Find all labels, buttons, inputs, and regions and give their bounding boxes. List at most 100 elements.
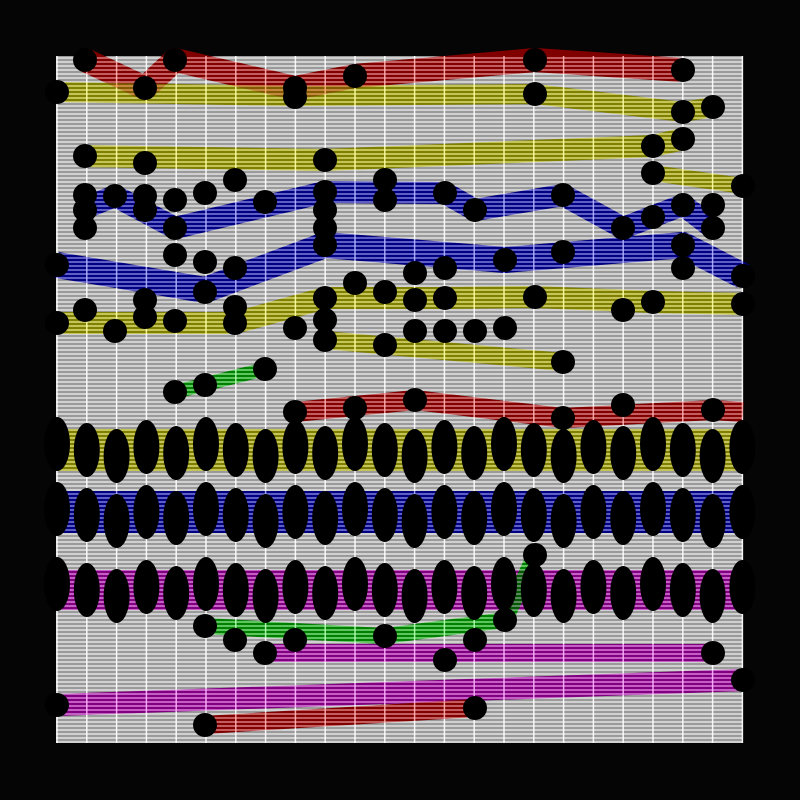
oval-dot: [222, 423, 249, 477]
dot: [373, 333, 397, 357]
dot: [433, 286, 457, 310]
oval-dot: [44, 417, 70, 471]
dot: [493, 248, 517, 272]
dot: [283, 85, 307, 109]
oval-dot: [193, 482, 219, 536]
oval-dot: [312, 566, 339, 620]
oval-dot: [520, 563, 547, 617]
oval-dot: [133, 420, 160, 474]
oval-dot: [163, 491, 190, 545]
band-tint: [84, 128, 686, 171]
oval-dot: [222, 488, 249, 542]
dot: [313, 328, 337, 352]
oval-dot: [342, 557, 368, 611]
dot: [731, 668, 755, 692]
dot: [701, 193, 725, 217]
oval-dot: [342, 482, 368, 536]
dot: [493, 608, 517, 632]
dot: [133, 151, 157, 175]
dot: [551, 350, 575, 374]
dot: [313, 216, 337, 240]
oval-dot: [371, 423, 398, 477]
dot: [45, 311, 69, 335]
dot: [45, 693, 69, 717]
oval-dot: [550, 494, 577, 548]
dot: [163, 380, 187, 404]
dot: [283, 400, 307, 424]
oval-dot: [729, 420, 756, 474]
oval-dot: [282, 420, 309, 474]
oval-dot: [342, 417, 368, 471]
oval-dot: [163, 566, 190, 620]
oval-dot: [401, 494, 428, 548]
dot: [73, 216, 97, 240]
dot: [551, 406, 575, 430]
oval-dot: [252, 429, 279, 483]
dot: [433, 648, 457, 672]
oval-dot: [312, 426, 339, 480]
dot: [163, 243, 187, 267]
dot: [253, 190, 277, 214]
dot: [193, 181, 217, 205]
dot: [373, 168, 397, 192]
dot: [463, 319, 487, 343]
dot: [403, 261, 427, 285]
oval-dot: [431, 560, 458, 614]
oval-dot: [729, 485, 756, 539]
dot: [133, 305, 157, 329]
oval-dot: [699, 569, 726, 623]
dot: [641, 290, 665, 314]
oval-dot: [73, 563, 100, 617]
dot: [313, 308, 337, 332]
dot: [463, 628, 487, 652]
dot: [701, 216, 725, 240]
dot: [433, 256, 457, 280]
oval-dot: [669, 488, 696, 542]
dot: [133, 76, 157, 100]
oval-dot: [669, 563, 696, 617]
oval-dot: [163, 426, 190, 480]
oval-dot: [520, 423, 547, 477]
oval-dot: [580, 560, 607, 614]
dot: [523, 82, 547, 106]
dot: [73, 48, 97, 72]
band-tint: [204, 699, 476, 734]
oval-dot: [431, 420, 458, 474]
oval-dot: [193, 557, 219, 611]
dot: [701, 641, 725, 665]
oval-dot: [222, 563, 249, 617]
dot: [611, 298, 635, 322]
oval-dot: [640, 557, 666, 611]
dot: [313, 180, 337, 204]
oval-dot: [699, 429, 726, 483]
dot: [343, 271, 367, 295]
dot: [313, 286, 337, 310]
dot: [283, 316, 307, 340]
oval-dot: [73, 488, 100, 542]
oval-dot: [550, 569, 577, 623]
dot: [671, 256, 695, 280]
dot: [283, 628, 307, 652]
dot: [463, 696, 487, 720]
dot: [493, 316, 517, 340]
dot: [313, 148, 337, 172]
oval-dot: [431, 485, 458, 539]
oval-dot: [640, 417, 666, 471]
oval-dot: [550, 429, 577, 483]
oval-dot: [491, 417, 517, 471]
dot: [701, 95, 725, 119]
oval-dot: [461, 566, 488, 620]
dot: [523, 48, 547, 72]
dot: [433, 181, 457, 205]
band-tint: [173, 362, 267, 399]
oval-dot: [699, 494, 726, 548]
dot: [193, 713, 217, 737]
dot: [463, 198, 487, 222]
band-tint: [324, 331, 564, 371]
oval-dot: [282, 485, 309, 539]
dot: [671, 100, 695, 124]
oval-dot: [103, 429, 130, 483]
dot: [611, 393, 635, 417]
oval-dot: [461, 491, 488, 545]
oval-dot: [640, 482, 666, 536]
